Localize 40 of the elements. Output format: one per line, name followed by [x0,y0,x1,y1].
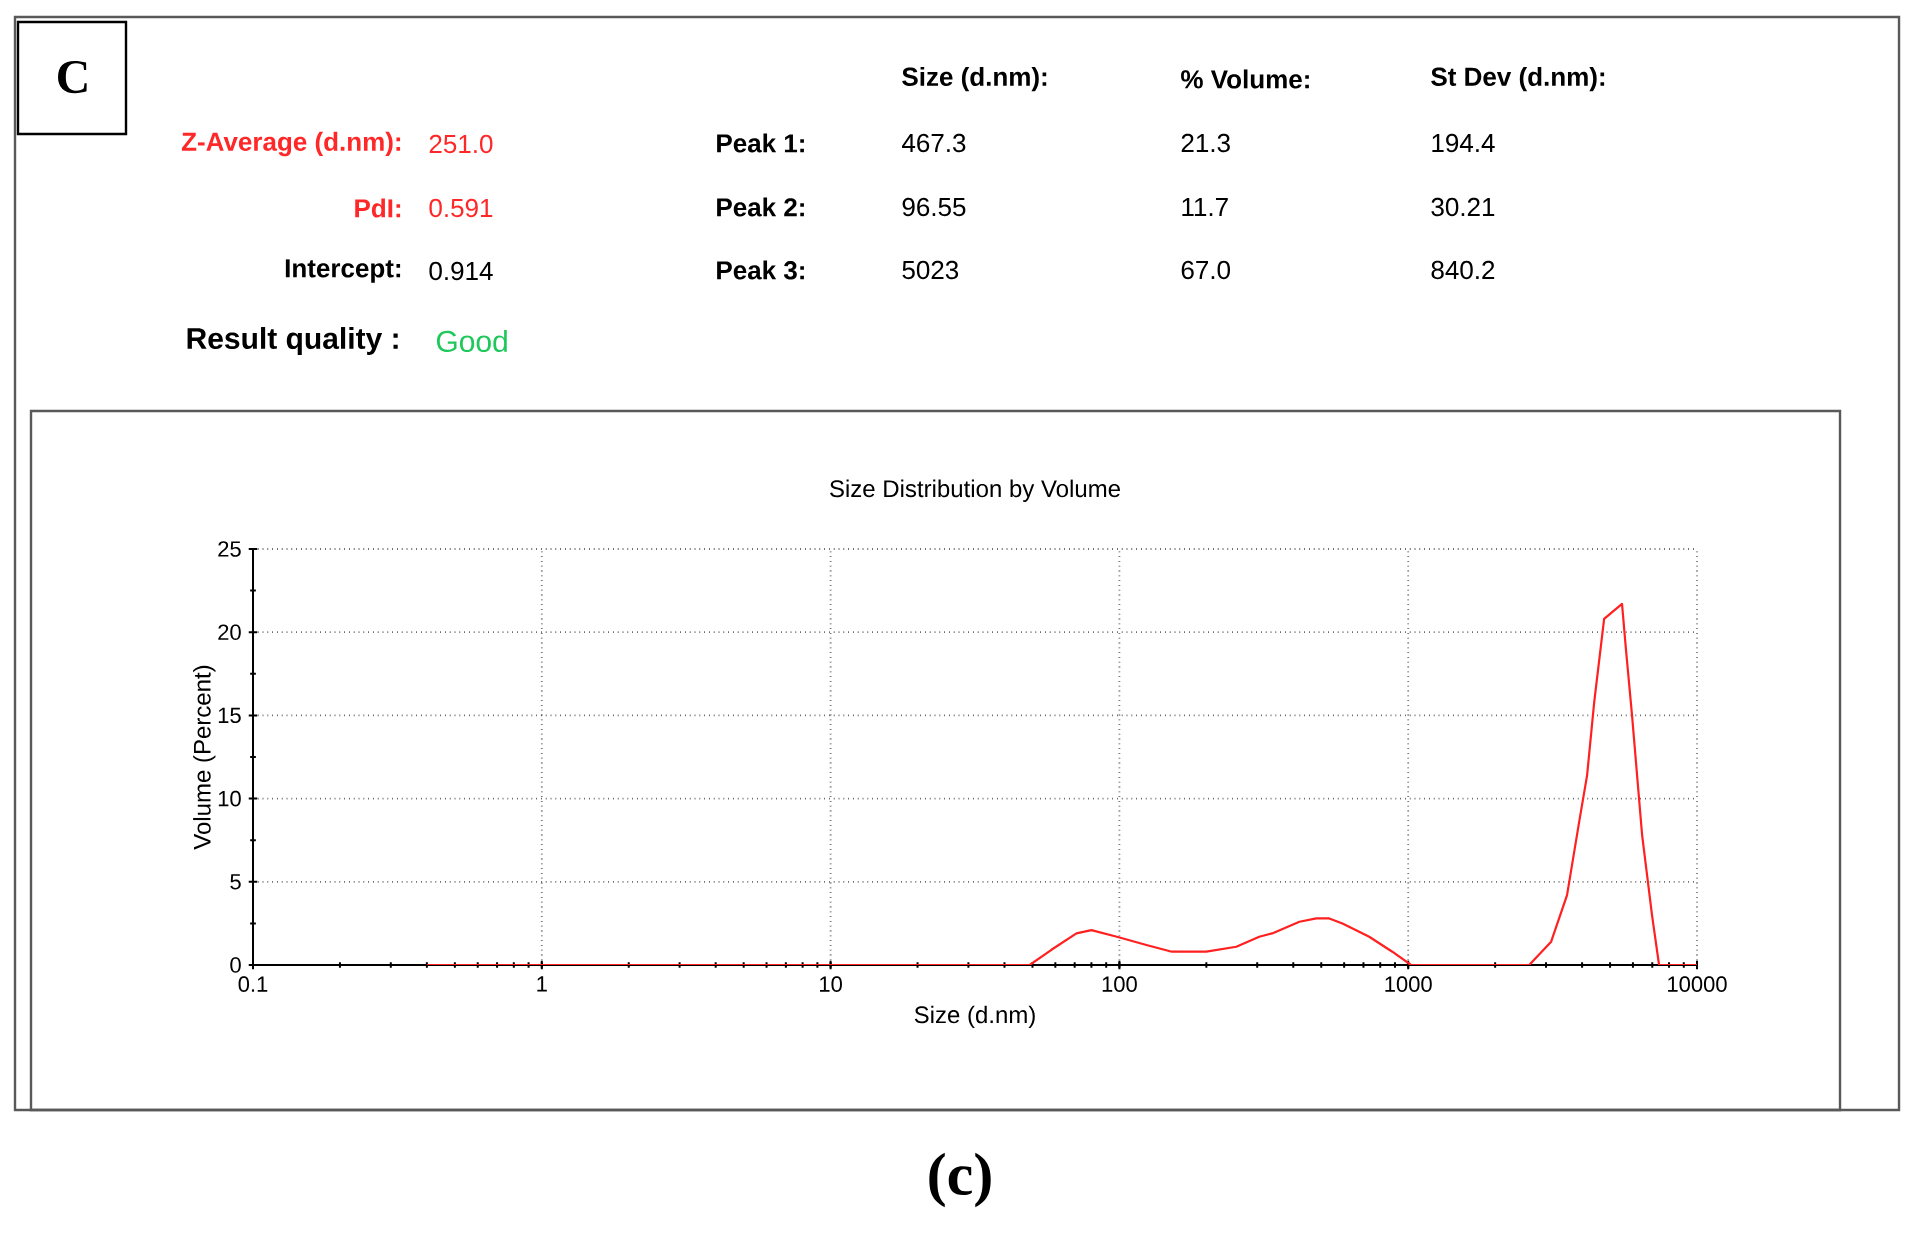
text: Intercept: [285,259,401,283]
y-tick-label: 10 [218,790,241,807]
text: 194.4 [1432,133,1495,153]
x-tick-label: 100 [1102,976,1137,992]
text: 251.0 [429,134,493,154]
x-tick-label: 10000 [1668,976,1727,992]
text: Peak 2: [717,197,804,217]
text: 0.914 [429,261,493,281]
text: (c) [929,1152,991,1208]
text: 840.2 [1431,260,1495,280]
text: 11.7 [1182,198,1228,216]
text: % Volume: [1181,69,1309,89]
x-axis-title: Size (d.nm) [914,1005,1035,1028]
x-tick-label: 1000 [1385,976,1432,992]
text: Result quality : [187,327,398,355]
text: PdI: [355,198,401,218]
y-tick-label: 20 [218,624,241,641]
text: 30.21 [1431,197,1495,217]
y-tick-label: 0 [230,957,241,973]
text: 67.0 [1181,260,1231,280]
text: 0.591 [429,198,493,218]
y-tick-label: 5 [230,874,241,890]
text: Peak 1: [717,133,804,153]
text: Z-Average (d.nm): [181,131,401,157]
chart-title: Size Distribution by Volume [830,479,1120,502]
text: 96.55 [902,197,966,217]
text: 467.3 [902,133,966,153]
x-tick-label: 0.1 [238,976,268,992]
text: C [58,60,87,94]
text: 21.3 [1181,133,1230,153]
text: 5023 [902,260,959,280]
x-tick-label: 1 [537,976,547,992]
text: Peak 3: [717,260,804,280]
x-tick-label: 10 [820,976,842,992]
y-axis-title: Volume (Percent) [193,665,216,850]
text: Good [436,330,507,353]
text: Size (d.nm): [902,66,1047,92]
text: St Dev (d.nm): [1431,66,1605,92]
y-tick-label: 25 [218,541,241,557]
y-tick-label: 15 [218,707,241,724]
